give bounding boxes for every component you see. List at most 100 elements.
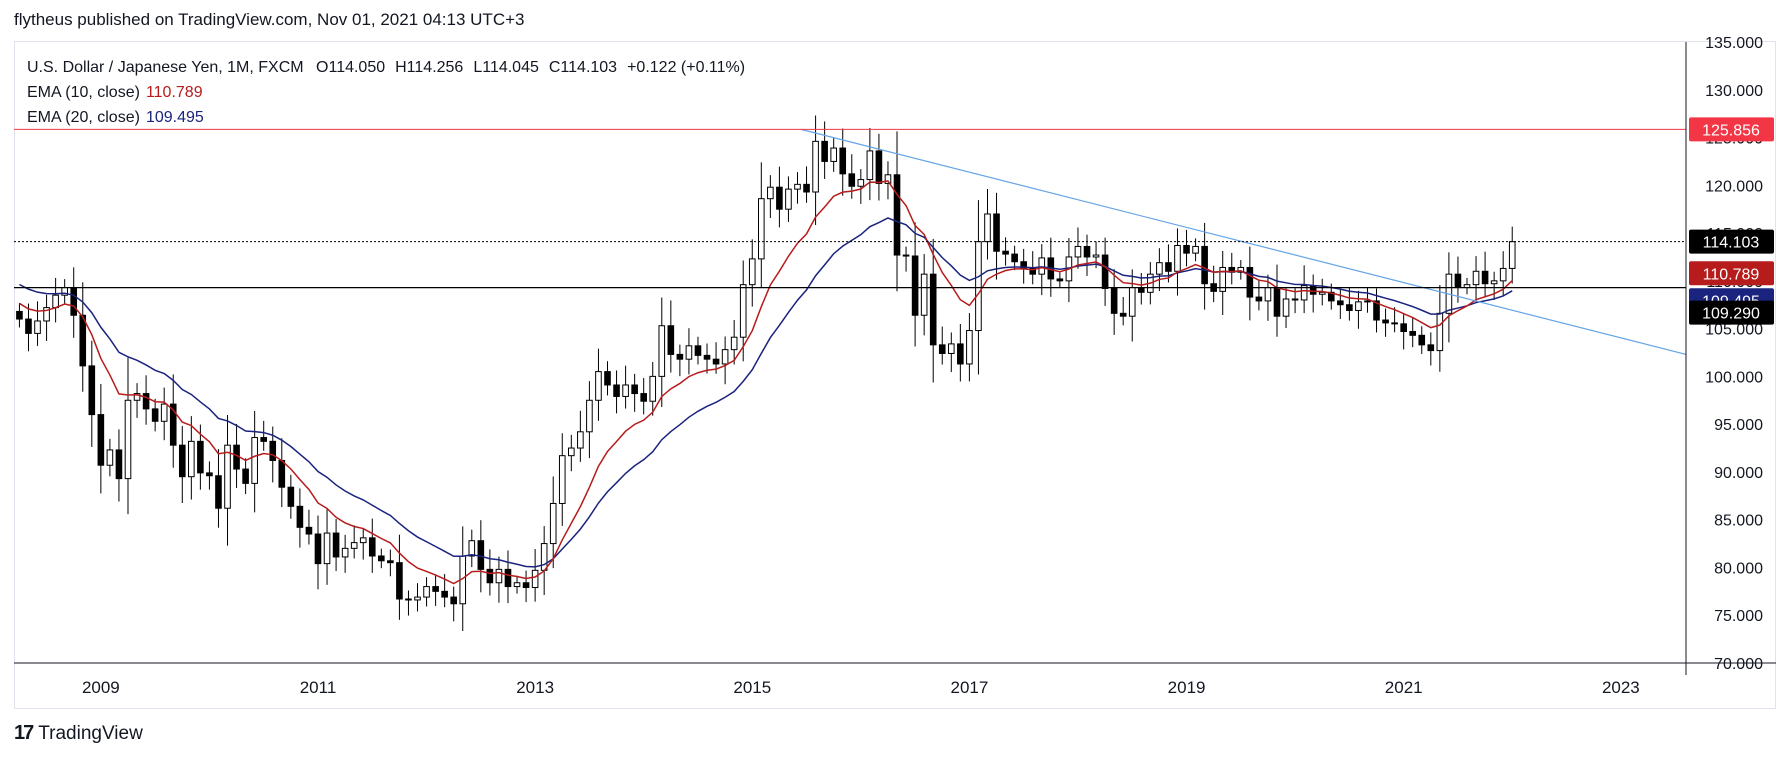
- candle-body: [1418, 334, 1426, 346]
- ema-10-line: [19, 180, 1513, 585]
- candle-body: [649, 375, 657, 402]
- footer-branding[interactable]: 17 TradingView: [14, 722, 143, 745]
- price-tick-label: 90.000: [1714, 465, 1763, 482]
- legend-ema10-row[interactable]: EMA (10, close) 110.789: [27, 80, 755, 105]
- candle-body: [911, 255, 919, 316]
- candle-body: [794, 183, 801, 190]
- candle-body: [206, 472, 213, 477]
- candle-body: [287, 486, 295, 507]
- candle-body: [993, 213, 1000, 252]
- candle-body: [1011, 253, 1018, 263]
- time-tick-label: 2017: [951, 678, 989, 697]
- candle-body: [34, 320, 41, 334]
- time-axis-labels: 2009 2011 2013 2015 2017 2019 2021 2023: [82, 678, 1640, 697]
- candle-body: [812, 140, 819, 193]
- candle-body: [712, 358, 720, 365]
- brand-name: TradingView: [38, 722, 143, 744]
- candle-body: [1391, 322, 1398, 325]
- candle-body: [188, 440, 195, 478]
- candle-body: [1508, 241, 1516, 269]
- symbol-label[interactable]: U.S. Dollar / Japanese Yen, 1M, FXCM: [27, 59, 304, 76]
- candle-body: [1409, 330, 1417, 336]
- candle-body: [1183, 244, 1190, 254]
- candle-body: [531, 569, 539, 589]
- time-tick-label: 2023: [1602, 678, 1640, 697]
- candle-body: [549, 502, 557, 545]
- candle-body: [25, 318, 32, 334]
- publisher-header: flytheus published on TradingView.com, N…: [14, 10, 525, 29]
- candle-body: [251, 437, 258, 484]
- price-badge: [1689, 300, 1774, 325]
- candle-body: [1255, 296, 1263, 302]
- ema20-value: 109.495: [145, 109, 204, 126]
- candle-body: [875, 150, 883, 184]
- legend-ema20-row[interactable]: EMA (20, close) 109.495: [27, 105, 755, 130]
- candle-body: [513, 582, 521, 588]
- candle-body: [721, 349, 729, 365]
- candle-body: [160, 403, 168, 422]
- candle-body: [1246, 266, 1254, 298]
- ema-20-line: [19, 217, 1513, 568]
- candle-body: [296, 505, 304, 528]
- candle-body: [1002, 250, 1009, 255]
- candle-body: [848, 173, 856, 187]
- candle-body: [178, 444, 186, 478]
- candle-body: [133, 393, 141, 401]
- candle-body: [1364, 300, 1371, 303]
- candle-body: [604, 371, 611, 386]
- ema10-value: 110.789: [145, 84, 203, 101]
- price-tick-label: 75.000: [1714, 608, 1763, 625]
- ema20-label: EMA (20, close): [27, 109, 140, 126]
- candle-body: [1327, 291, 1335, 302]
- candle-body: [757, 198, 765, 260]
- candle-body: [441, 590, 448, 598]
- candle-body: [1110, 287, 1118, 314]
- candle-body: [821, 140, 828, 162]
- candle-body: [1291, 298, 1299, 301]
- time-tick-label: 2013: [516, 678, 554, 697]
- price-tick-label: 80.000: [1714, 560, 1763, 577]
- candle-body: [975, 241, 982, 332]
- candle-body: [495, 568, 503, 584]
- candle-body: [984, 213, 991, 243]
- candle-body: [414, 596, 421, 601]
- candle-body: [803, 183, 810, 193]
- candle-body: [450, 596, 458, 605]
- candle-body: [1382, 319, 1389, 324]
- candle-body: [278, 459, 286, 488]
- candle-body: [1156, 262, 1163, 275]
- candle-body: [776, 186, 783, 210]
- candle-body: [1056, 278, 1064, 282]
- candle-body: [938, 344, 946, 354]
- price-badge: [1689, 229, 1774, 254]
- candle-body: [88, 365, 96, 416]
- candle-body: [169, 403, 177, 446]
- time-tick-label: 2021: [1385, 678, 1423, 697]
- candle-body: [197, 440, 204, 474]
- open-value: O114.050: [316, 59, 386, 76]
- candle-body: [1472, 270, 1480, 286]
- candle-body: [1499, 267, 1507, 282]
- candle-body: [866, 150, 874, 181]
- candle-body: [703, 354, 711, 360]
- candle-body: [504, 568, 512, 588]
- ohlc-values: O114.050 H114.256 L114.045 C114.103 +0.122 (…: [316, 59, 755, 76]
- candle-body: [1038, 257, 1046, 275]
- legend-symbol-row: U.S. Dollar / Japanese Yen, 1M, FXCM O11…: [27, 55, 755, 80]
- candle-body: [70, 287, 78, 316]
- candle-body: [468, 540, 476, 557]
- candle-body: [332, 532, 340, 558]
- candle-body: [1309, 285, 1317, 295]
- candle-body: [341, 547, 349, 558]
- candle-body: [1273, 287, 1281, 317]
- candle-body: [1128, 287, 1136, 317]
- price-badge-label: 114.103: [1703, 235, 1760, 252]
- price-tick-label: 130.000: [1705, 83, 1763, 100]
- candle-body: [1137, 287, 1145, 293]
- candle-body: [558, 455, 566, 504]
- candle-body: [1101, 254, 1109, 289]
- candle-body: [1373, 300, 1380, 321]
- candle-body: [115, 449, 123, 480]
- candle-body: [1264, 287, 1272, 302]
